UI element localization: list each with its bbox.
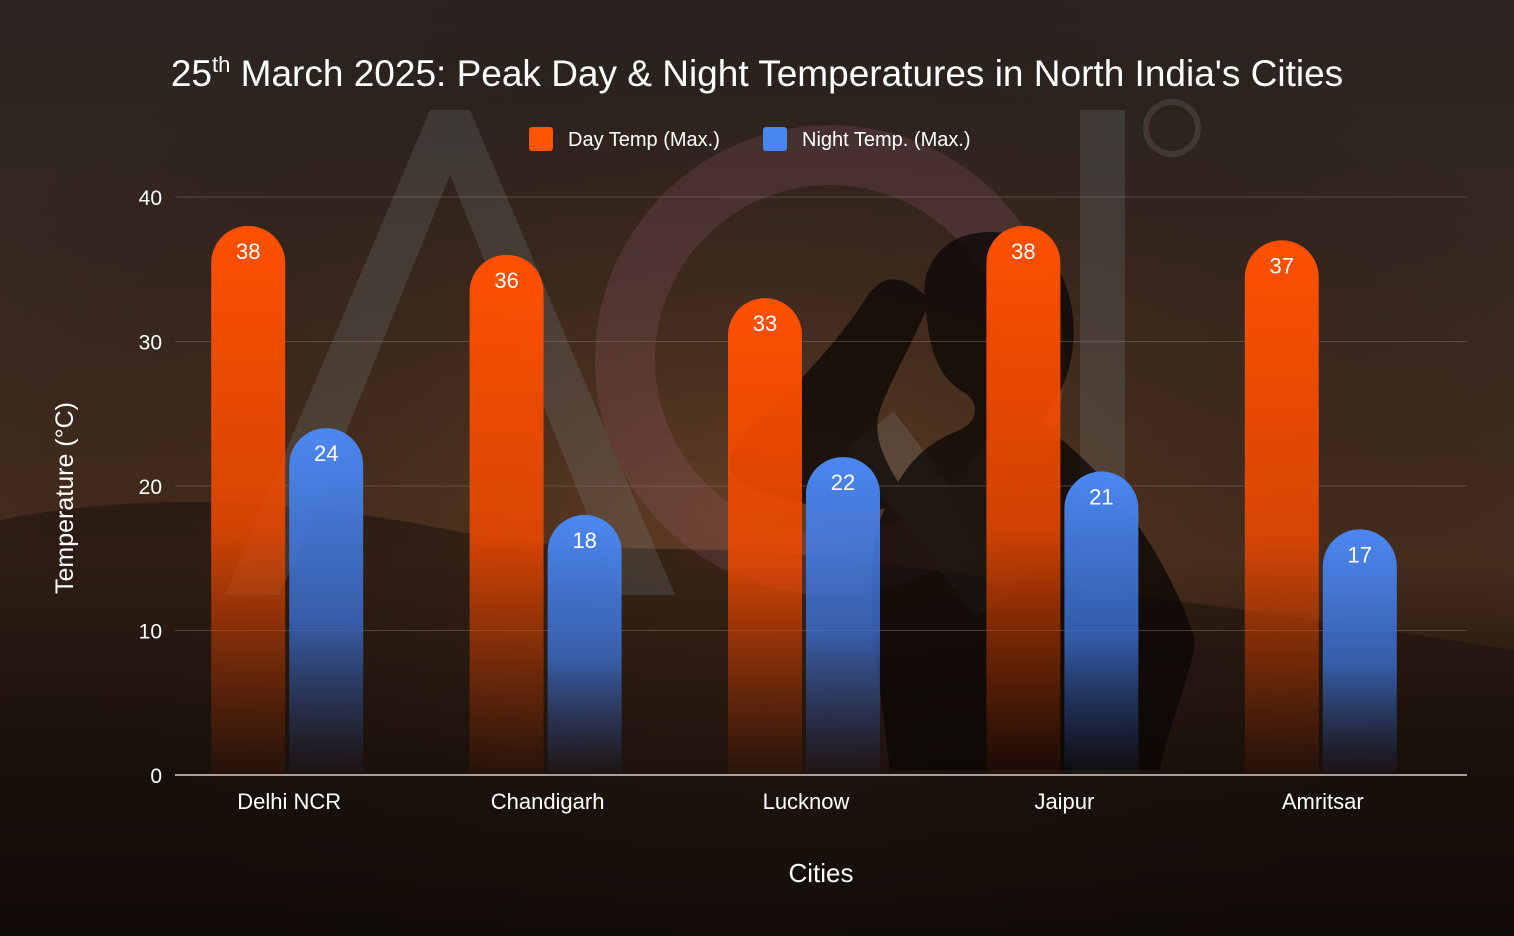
y-tick-label: 30 — [139, 332, 162, 355]
y-tick-label: 0 — [150, 765, 162, 788]
bar-value-label: 24 — [314, 441, 338, 466]
bar-night — [806, 457, 880, 775]
bar-value-label: 36 — [494, 268, 518, 293]
legend-swatch-day — [529, 127, 553, 151]
legend-swatch-night — [763, 127, 787, 151]
bar-day — [986, 225, 1061, 775]
bar-value-label: 38 — [236, 239, 260, 264]
y-axis-ticks: 0 10 20 30 40 — [139, 187, 162, 788]
y-tick-label: 10 — [139, 621, 162, 644]
y-tick-label: 20 — [139, 476, 162, 499]
x-tick-label: Jaipur — [1034, 789, 1094, 814]
bar-day — [1244, 240, 1319, 775]
x-tick-label: Delhi NCR — [237, 789, 341, 814]
legend-label-day: Day Temp (Max.) — [568, 129, 720, 151]
x-axis-ticks: Delhi NCR Chandigarh Lucknow Jaipur Amritsar — [237, 789, 1364, 814]
chart-title: 25th March 2025: Peak Day & Night Temper… — [171, 52, 1343, 94]
bars — [211, 225, 1397, 776]
bar-night — [289, 428, 364, 775]
bar-value-label: 33 — [753, 311, 777, 336]
bar-day — [211, 225, 286, 775]
data-labels: 38 24 36 18 33 22 38 21 37 17 — [236, 239, 1372, 567]
bar-night — [1064, 471, 1139, 775]
bar-day — [469, 254, 544, 776]
bar-value-label: 38 — [1011, 239, 1035, 264]
x-tick-label: Lucknow — [763, 789, 850, 814]
y-tick-label: 40 — [139, 187, 162, 210]
legend: Day Temp (Max.) Night Temp. (Max.) — [529, 127, 971, 151]
bar-day — [728, 298, 802, 775]
x-axis-label: Cities — [788, 858, 853, 888]
bar-value-label: 37 — [1270, 253, 1294, 278]
bar-night — [547, 514, 622, 775]
x-tick-label: Chandigarh — [491, 789, 605, 814]
bar-value-label: 21 — [1089, 485, 1113, 510]
y-axis-label: Temperature (°C) — [51, 402, 79, 594]
legend-label-night: Night Temp. (Max.) — [802, 129, 971, 151]
bar-value-label: 17 — [1348, 542, 1372, 567]
bar-value-label: 22 — [831, 470, 855, 495]
bar-night — [1322, 529, 1397, 775]
x-tick-label: Amritsar — [1282, 789, 1364, 814]
bar-value-label: 18 — [572, 528, 596, 553]
